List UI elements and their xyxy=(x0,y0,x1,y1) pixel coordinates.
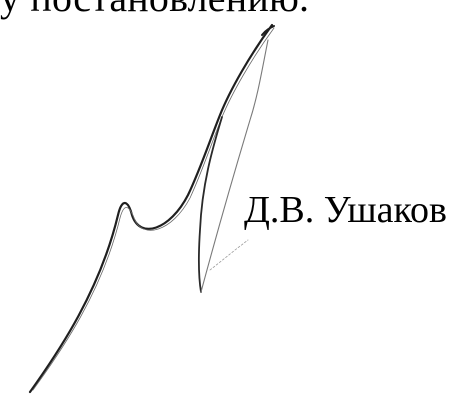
signature-top-hook xyxy=(261,25,275,36)
preceding-text-line: у постановлению. xyxy=(0,0,309,18)
signer-name: Д.В. Ушаков xyxy=(244,189,447,231)
signature-outline-stroke xyxy=(32,27,275,391)
signature-right-stroke xyxy=(200,39,269,293)
signature-loop-stroke xyxy=(198,116,223,293)
signature-main-stroke xyxy=(28,23,274,394)
signature-faint-stroke xyxy=(209,239,249,271)
